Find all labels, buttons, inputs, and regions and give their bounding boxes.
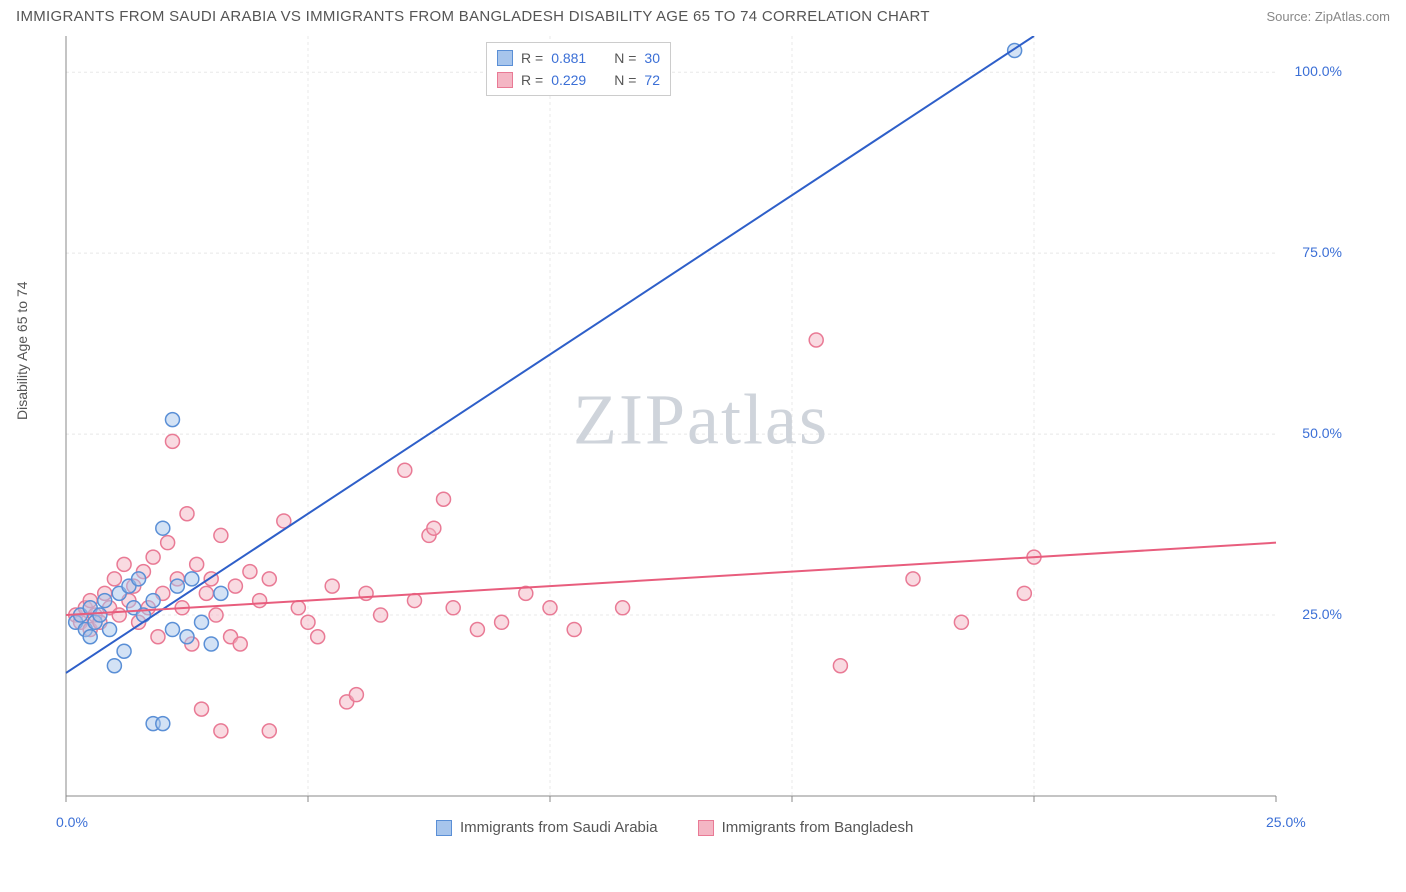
swatch-icon xyxy=(698,820,714,836)
r-label: R = xyxy=(521,47,543,69)
n-value: 72 xyxy=(644,69,660,91)
y-tick-label: 75.0% xyxy=(1302,244,1342,260)
n-label: N = xyxy=(614,69,636,91)
n-label: N = xyxy=(614,47,636,69)
r-value: 0.229 xyxy=(551,69,586,91)
legend-label: Immigrants from Saudi Arabia xyxy=(460,819,658,836)
y-tick-label: 50.0% xyxy=(1302,425,1342,441)
r-value: 0.881 xyxy=(551,47,586,69)
y-axis-label: Disability Age 65 to 74 xyxy=(14,281,30,420)
n-value: 30 xyxy=(644,47,660,69)
legend-row: R = 0.881 N = 30 xyxy=(497,47,660,69)
chart-area: ZIPatlas R = 0.881 N = 30 R = 0.229 N = … xyxy=(56,36,1346,836)
scatter-plot xyxy=(56,36,1346,836)
source-label: Source: ZipAtlas.com xyxy=(1266,9,1390,24)
legend-label: Immigrants from Bangladesh xyxy=(722,819,914,836)
correlation-legend: R = 0.881 N = 30 R = 0.229 N = 72 xyxy=(486,42,671,96)
legend-item: Immigrants from Bangladesh xyxy=(698,819,914,836)
chart-title: IMMIGRANTS FROM SAUDI ARABIA VS IMMIGRAN… xyxy=(16,8,930,25)
title-bar: IMMIGRANTS FROM SAUDI ARABIA VS IMMIGRAN… xyxy=(0,0,1406,29)
x-tick-label: 25.0% xyxy=(1266,814,1306,830)
swatch-icon xyxy=(497,50,513,66)
x-tick-label: 0.0% xyxy=(56,814,88,830)
y-tick-label: 25.0% xyxy=(1302,606,1342,622)
r-label: R = xyxy=(521,69,543,91)
legend-row: R = 0.229 N = 72 xyxy=(497,69,660,91)
series-legend: Immigrants from Saudi Arabia Immigrants … xyxy=(436,819,913,836)
chart-container: IMMIGRANTS FROM SAUDI ARABIA VS IMMIGRAN… xyxy=(0,0,1406,892)
swatch-icon xyxy=(497,72,513,88)
y-tick-label: 100.0% xyxy=(1295,63,1342,79)
swatch-icon xyxy=(436,820,452,836)
legend-item: Immigrants from Saudi Arabia xyxy=(436,819,658,836)
